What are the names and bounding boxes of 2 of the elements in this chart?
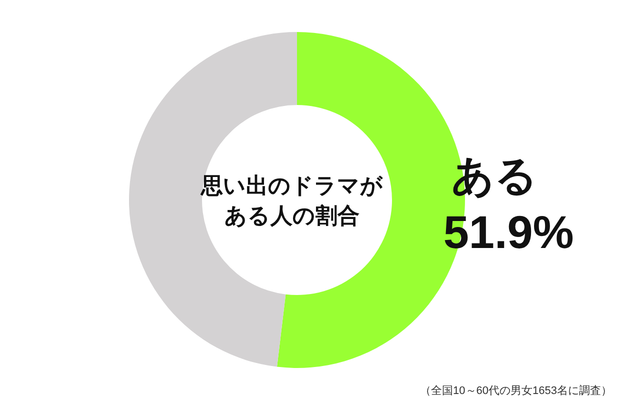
text: 思い出のドラマがある人の割合 bbox=[200, 173, 383, 228]
text: （全国10～60代の男女1653名に調査） bbox=[420, 384, 612, 397]
